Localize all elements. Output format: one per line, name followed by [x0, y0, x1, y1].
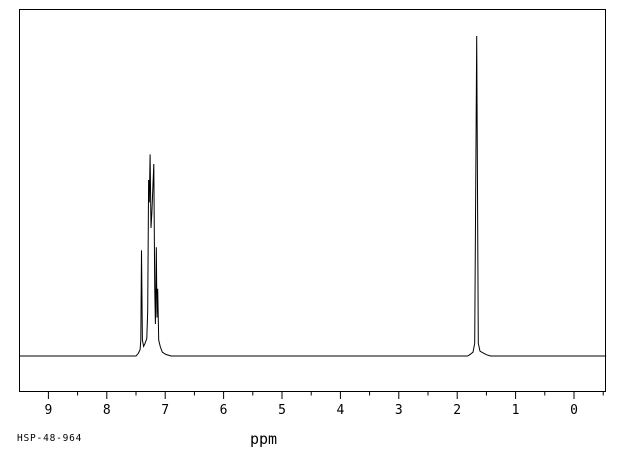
x-tick-label: 5: [278, 403, 286, 418]
spectrum-trace: [19, 35, 607, 357]
plot-frame: [19, 9, 606, 392]
x-tick-label: 8: [103, 403, 111, 418]
x-tick-label: 0: [570, 403, 578, 418]
x-tick-label: 6: [220, 403, 228, 418]
x-axis-title: ppm: [249, 430, 278, 448]
x-tick-label: 9: [44, 403, 52, 418]
x-tick-label: 1: [512, 403, 520, 418]
x-tick-label: 3: [395, 403, 403, 418]
x-tick-label: 7: [161, 403, 169, 418]
x-tick-label: 4: [336, 403, 344, 418]
sample-id-label: HSP-48-964: [17, 433, 83, 444]
x-tick-label: 2: [453, 403, 461, 418]
